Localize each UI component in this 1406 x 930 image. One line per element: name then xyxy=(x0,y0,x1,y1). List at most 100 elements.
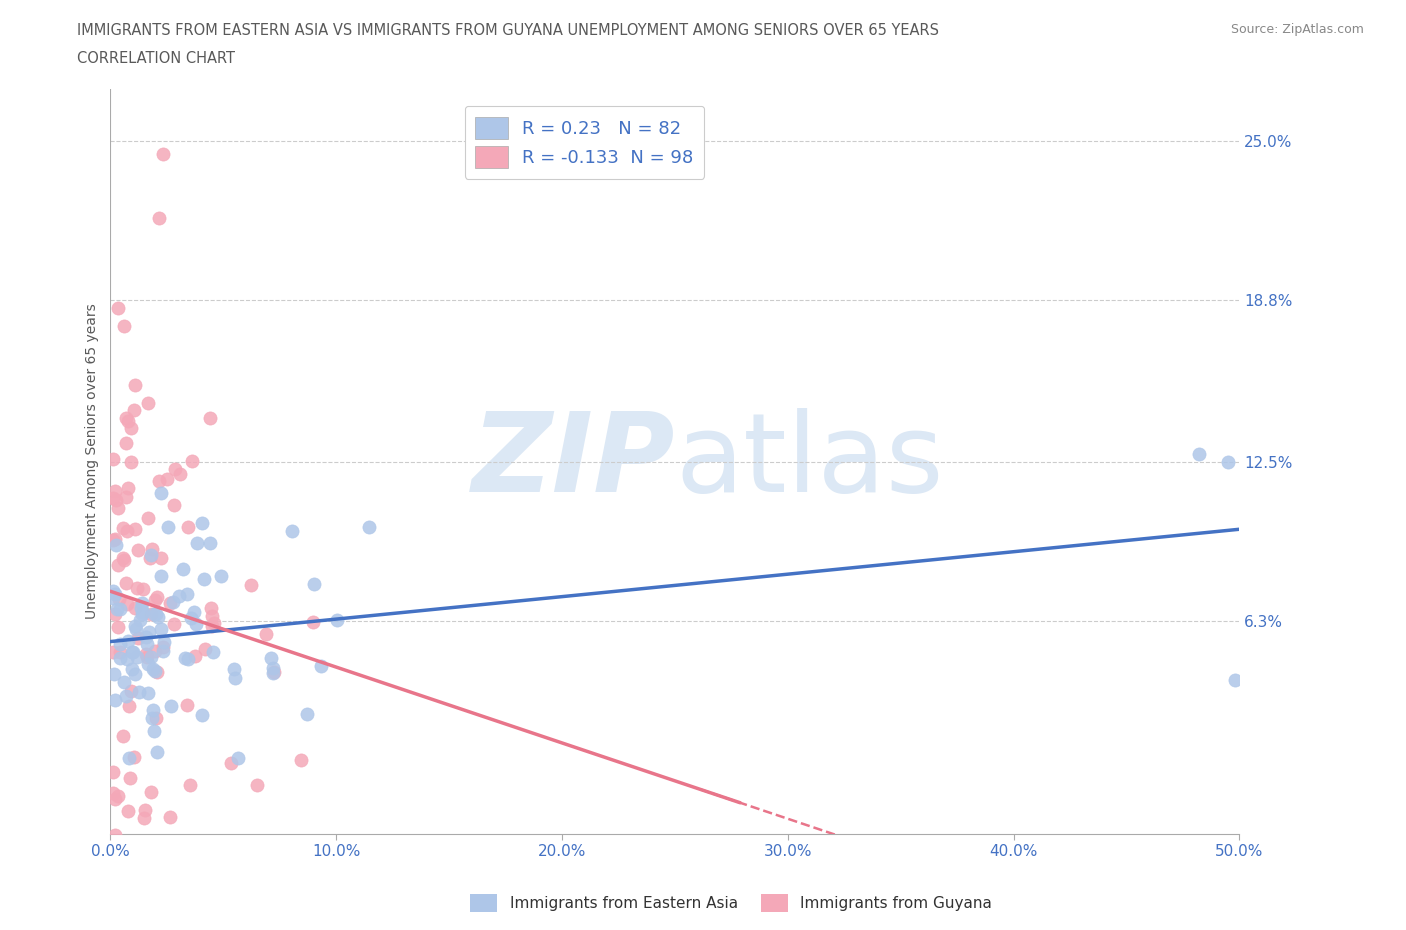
Point xyxy=(104,827,127,842)
Point xyxy=(141,606,163,621)
Point xyxy=(156,520,179,535)
Text: atlas: atlas xyxy=(675,408,943,515)
Point xyxy=(129,601,152,616)
Y-axis label: Unemployment Among Seniors over 65 years: Unemployment Among Seniors over 65 years xyxy=(86,304,100,619)
Point xyxy=(107,557,129,572)
Point xyxy=(262,666,284,681)
Point xyxy=(120,684,142,698)
Point xyxy=(101,786,124,801)
Point xyxy=(290,752,312,767)
Point xyxy=(141,649,163,664)
Point xyxy=(1216,454,1239,469)
Point xyxy=(135,636,157,651)
Point xyxy=(1188,446,1211,461)
Point xyxy=(101,764,124,779)
Point xyxy=(174,651,197,666)
Point xyxy=(104,693,127,708)
Point xyxy=(115,524,138,538)
Point xyxy=(246,777,269,792)
Point xyxy=(108,602,131,617)
Point xyxy=(167,589,190,604)
Point xyxy=(184,648,207,663)
Point xyxy=(160,698,183,713)
Point xyxy=(152,146,174,161)
Point xyxy=(115,652,138,667)
Point xyxy=(103,667,125,682)
Point xyxy=(135,647,157,662)
Point xyxy=(120,771,142,786)
Point xyxy=(148,473,170,488)
Point xyxy=(105,839,128,854)
Point xyxy=(112,551,135,565)
Point xyxy=(301,615,323,630)
Point xyxy=(125,581,148,596)
Point xyxy=(176,520,198,535)
Point xyxy=(141,711,163,725)
Point xyxy=(122,403,145,418)
Point xyxy=(107,839,129,854)
Point xyxy=(295,706,318,721)
Point xyxy=(139,785,162,800)
Point xyxy=(262,660,284,675)
Point xyxy=(148,210,170,225)
Point xyxy=(127,631,149,645)
Point xyxy=(326,613,349,628)
Point xyxy=(122,750,145,764)
Point xyxy=(138,551,160,565)
Point xyxy=(145,606,167,621)
Point xyxy=(120,420,142,435)
Point xyxy=(129,613,152,628)
Point xyxy=(172,561,194,576)
Point xyxy=(141,703,163,718)
Point xyxy=(111,520,134,535)
Point xyxy=(149,551,172,565)
Point xyxy=(146,665,169,680)
Point xyxy=(110,651,132,666)
Point xyxy=(198,536,221,551)
Point xyxy=(201,837,224,852)
Point xyxy=(191,708,214,723)
Point xyxy=(169,467,191,482)
Point xyxy=(107,300,129,315)
Point xyxy=(107,500,129,515)
Point xyxy=(302,577,325,591)
Point xyxy=(260,650,283,665)
Point xyxy=(134,803,156,817)
Point xyxy=(141,541,163,556)
Point xyxy=(122,644,145,659)
Point xyxy=(149,622,172,637)
Point xyxy=(136,649,159,664)
Point xyxy=(101,839,124,854)
Point xyxy=(162,594,184,609)
Point xyxy=(200,601,222,616)
Point xyxy=(145,711,167,725)
Point xyxy=(194,642,217,657)
Point xyxy=(201,609,224,624)
Point xyxy=(165,461,187,476)
Point xyxy=(101,839,124,854)
Point xyxy=(186,536,208,551)
Point xyxy=(104,532,127,547)
Point xyxy=(125,650,148,665)
Point xyxy=(280,524,302,538)
Point xyxy=(132,581,155,596)
Point xyxy=(176,698,198,712)
Point xyxy=(112,318,135,333)
Point xyxy=(224,671,246,685)
Point xyxy=(101,452,124,467)
Point xyxy=(136,395,159,410)
Point xyxy=(193,572,215,587)
Point xyxy=(104,538,127,552)
Point xyxy=(142,607,165,622)
Point xyxy=(104,493,127,508)
Point xyxy=(104,484,127,498)
Point xyxy=(357,520,380,535)
Point xyxy=(117,804,139,818)
Point xyxy=(117,413,139,428)
Point xyxy=(107,591,129,606)
Point xyxy=(309,659,332,674)
Point xyxy=(163,498,186,512)
Point xyxy=(142,661,165,676)
Point xyxy=(226,751,249,765)
Point xyxy=(136,657,159,671)
